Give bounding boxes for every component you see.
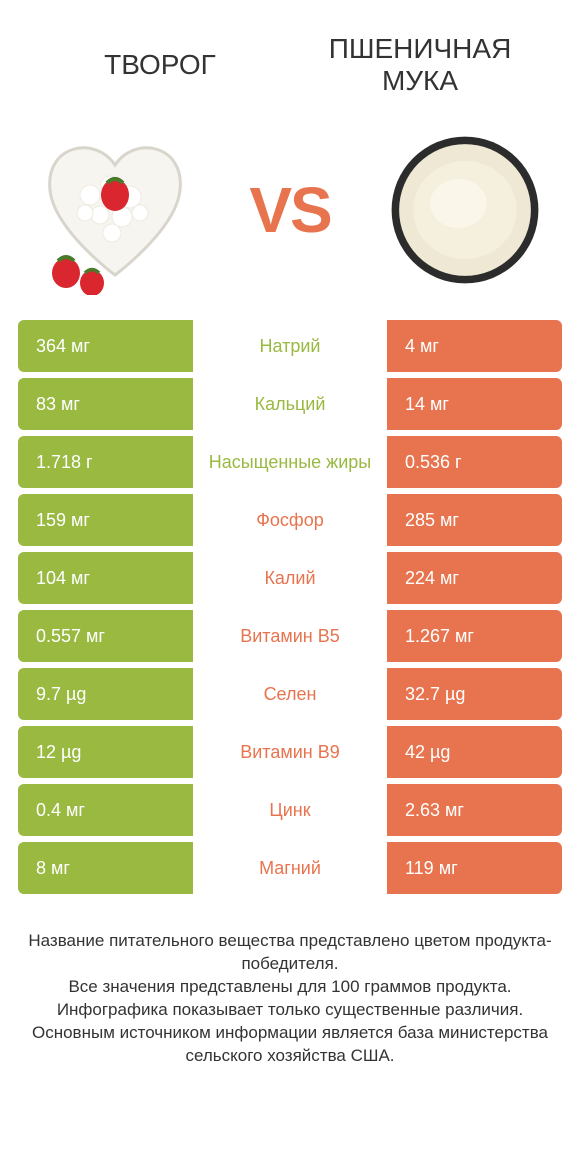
left-value-cell: 364 мг (18, 320, 193, 372)
left-value-cell: 9.7 µg (18, 668, 193, 720)
table-row: 83 мгКальций14 мг (18, 378, 562, 430)
right-value-cell: 224 мг (387, 552, 562, 604)
header: Творог Пшеничная мука (0, 0, 580, 120)
table-row: 9.7 µgСелен32.7 µg (18, 668, 562, 720)
table-row: 364 мгНатрий4 мг (18, 320, 562, 372)
nutrient-label: Фосфор (193, 494, 387, 546)
left-value-cell: 0.557 мг (18, 610, 193, 662)
table-row: 12 µgВитамин B942 µg (18, 726, 562, 778)
nutrient-label: Кальций (193, 378, 387, 430)
table-row: 1.718 гНасыщенные жиры0.536 г (18, 436, 562, 488)
left-value-cell: 12 µg (18, 726, 193, 778)
nutrient-label: Калий (193, 552, 387, 604)
right-value-cell: 4 мг (387, 320, 562, 372)
table-row: 104 мгКалий224 мг (18, 552, 562, 604)
left-value-cell: 1.718 г (18, 436, 193, 488)
left-value-cell: 8 мг (18, 842, 193, 894)
right-value-cell: 1.267 мг (387, 610, 562, 662)
right-value-cell: 119 мг (387, 842, 562, 894)
right-product-image (380, 125, 550, 295)
right-value-cell: 2.63 мг (387, 784, 562, 836)
table-row: 159 мгФосфор285 мг (18, 494, 562, 546)
table-row: 8 мгМагний119 мг (18, 842, 562, 894)
right-product-title: Пшеничная мука (290, 33, 550, 97)
right-value-cell: 32.7 µg (387, 668, 562, 720)
left-product-title: Творог (30, 49, 290, 81)
nutrient-label: Селен (193, 668, 387, 720)
left-value-cell: 104 мг (18, 552, 193, 604)
footer-line: Название питательного вещества представл… (28, 930, 552, 976)
nutrient-label: Цинк (193, 784, 387, 836)
footer-line: Основным источником информации является … (28, 1022, 552, 1068)
nutrient-label: Магний (193, 842, 387, 894)
table-row: 0.557 мгВитамин B51.267 мг (18, 610, 562, 662)
footer-line: Инфографика показывает только существенн… (28, 999, 552, 1022)
right-value-cell: 0.536 г (387, 436, 562, 488)
right-value-cell: 42 µg (387, 726, 562, 778)
left-value-cell: 0.4 мг (18, 784, 193, 836)
table-row: 0.4 мгЦинк2.63 мг (18, 784, 562, 836)
comparison-table: 364 мгНатрий4 мг 83 мгКальций14 мг 1.718 г… (0, 320, 580, 894)
footer-notes: Название питательного вещества представл… (0, 900, 580, 1068)
left-value-cell: 159 мг (18, 494, 193, 546)
nutrient-label: Натрий (193, 320, 387, 372)
left-product-image (30, 125, 200, 295)
nutrient-label: Витамин B9 (193, 726, 387, 778)
footer-line: Все значения представлены для 100 граммо… (28, 976, 552, 999)
nutrient-label: Насыщенные жиры (193, 436, 387, 488)
right-value-cell: 14 мг (387, 378, 562, 430)
nutrient-label: Витамин B5 (193, 610, 387, 662)
vs-label: VS (249, 173, 330, 247)
images-row: VS (0, 120, 580, 320)
right-value-cell: 285 мг (387, 494, 562, 546)
left-value-cell: 83 мг (18, 378, 193, 430)
